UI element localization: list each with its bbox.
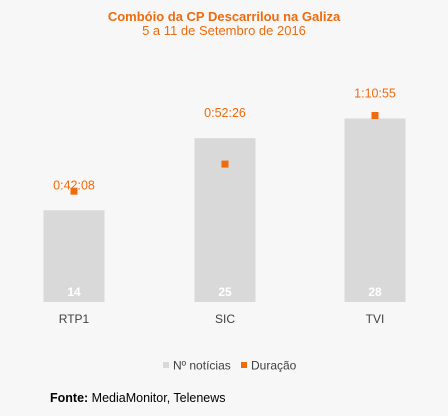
duration-label-sic: 0:52:26 [204, 106, 246, 120]
category-label-tvi: TVI [366, 312, 385, 326]
category-label-sic: SIC [215, 312, 235, 326]
count-label-sic: 25 [218, 285, 232, 299]
duration-marker-rtp1 [70, 187, 78, 195]
legend: Nº notícias Duração [163, 359, 297, 373]
duration-label-tvi: 1:10:55 [354, 87, 396, 101]
count-label-tvi: 28 [368, 285, 382, 299]
duration-label-rtp1: 0:42:08 [53, 178, 95, 192]
chart-title: Combóio da CP Descarrilou na Galiza [108, 9, 341, 24]
chart-subtitle: 5 a 11 de Setembro de 2016 [142, 23, 306, 38]
source-label: Fonte: [50, 391, 89, 405]
count-label-rtp1: 14 [67, 285, 81, 299]
duration-marker-tvi [371, 111, 379, 119]
source-note: Fonte: MediaMonitor, Telenews [50, 391, 226, 405]
bar-rtp1 [43, 210, 105, 302]
legend-label-count: Nº notícias [173, 359, 231, 373]
duration-marker-sic [221, 160, 229, 168]
category-label-rtp1: RTP1 [59, 312, 90, 326]
legend-swatch-count [163, 362, 169, 368]
source-text: MediaMonitor, Telenews [91, 391, 226, 405]
legend-swatch-duration [241, 362, 247, 368]
bar-tvi [344, 118, 406, 303]
legend-label-duration: Duração [251, 359, 297, 373]
